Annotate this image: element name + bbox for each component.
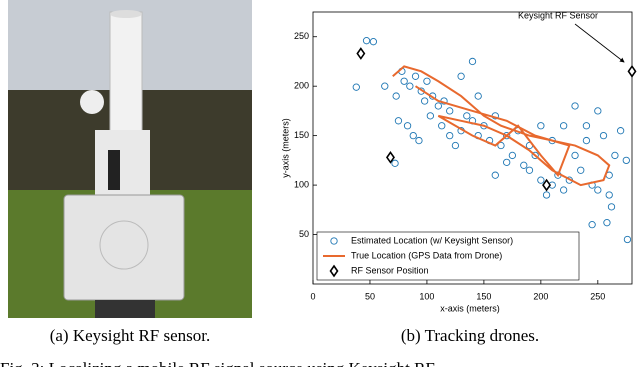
data-point bbox=[531, 151, 539, 160]
figure-caption: Fig. 3: Localizing a mobile RF signal so… bbox=[0, 359, 435, 367]
data-point bbox=[582, 136, 591, 145]
data-point bbox=[406, 82, 414, 90]
data-point bbox=[474, 92, 482, 100]
data-point bbox=[415, 136, 423, 145]
legend-marker bbox=[330, 237, 338, 245]
data-point bbox=[451, 141, 460, 150]
annotation: Keysight RF Sensor bbox=[518, 10, 598, 20]
data-point bbox=[391, 159, 399, 167]
sensor-marker bbox=[356, 47, 366, 60]
data-point bbox=[468, 57, 477, 66]
data-point bbox=[369, 38, 378, 46]
data-point bbox=[362, 37, 371, 45]
data-point bbox=[603, 219, 611, 227]
x-tick-label: 0 bbox=[310, 291, 315, 301]
data-point bbox=[588, 221, 596, 229]
data-point bbox=[599, 131, 608, 140]
data-point bbox=[491, 171, 499, 179]
data-point bbox=[423, 77, 431, 85]
data-point bbox=[508, 151, 517, 160]
data-point bbox=[616, 127, 625, 135]
data-point bbox=[403, 122, 412, 130]
y-tick-label: 150 bbox=[294, 130, 309, 140]
data-point bbox=[420, 97, 429, 105]
data-point bbox=[594, 186, 602, 194]
legend-label: RF Sensor Position bbox=[351, 265, 429, 275]
sensor-marker bbox=[385, 151, 395, 164]
data-point bbox=[571, 151, 579, 160]
data-point bbox=[409, 131, 417, 140]
x-tick-label: 150 bbox=[476, 291, 491, 301]
data-point bbox=[623, 235, 632, 244]
data-point bbox=[352, 83, 360, 91]
data-point bbox=[571, 102, 579, 110]
data-point bbox=[525, 166, 534, 174]
data-point bbox=[434, 102, 442, 110]
data-point bbox=[400, 77, 408, 85]
data-point bbox=[394, 117, 403, 125]
caption: (a) Keysight RF sensor. bbox=[50, 326, 211, 345]
sensor-marker bbox=[627, 64, 637, 78]
true-path bbox=[392, 65, 611, 187]
data-point bbox=[537, 122, 545, 130]
data-point bbox=[559, 122, 568, 130]
x-tick-label: 100 bbox=[419, 291, 434, 301]
y-tick-label: 50 bbox=[299, 229, 309, 239]
data-point bbox=[457, 72, 465, 80]
data-point bbox=[463, 112, 471, 120]
legend-label: Estimated Location (w/ Keysight Sensor) bbox=[351, 235, 513, 245]
data-point bbox=[542, 191, 551, 199]
annotation-arrow bbox=[574, 23, 625, 63]
data-point bbox=[537, 176, 545, 184]
data-point bbox=[426, 112, 434, 120]
legend-marker bbox=[329, 264, 339, 278]
data-point bbox=[503, 158, 511, 166]
x-tick-label: 200 bbox=[533, 291, 548, 301]
data-point bbox=[381, 82, 389, 90]
data-point bbox=[559, 186, 568, 194]
data-point bbox=[438, 122, 446, 130]
y-tick-label: 250 bbox=[294, 31, 309, 41]
caption: (b) Tracking drones. bbox=[401, 326, 539, 345]
data-point bbox=[497, 141, 505, 150]
legend-box bbox=[316, 231, 580, 281]
x-tick-label: 250 bbox=[590, 291, 605, 301]
data-point bbox=[446, 107, 454, 115]
y-tick-label: 100 bbox=[294, 179, 309, 189]
x-tick-label: 50 bbox=[365, 291, 375, 301]
data-point bbox=[607, 203, 616, 211]
data-point bbox=[582, 122, 591, 130]
data-point bbox=[520, 161, 528, 169]
sensor-marker bbox=[542, 178, 552, 192]
data-point bbox=[411, 72, 420, 80]
x-axis-label: x-axis (meters) bbox=[440, 303, 500, 313]
photo bbox=[8, 0, 252, 318]
data-point bbox=[622, 156, 630, 165]
y-tick-label: 200 bbox=[294, 81, 309, 91]
axes-frame bbox=[312, 11, 633, 285]
data-point bbox=[392, 92, 400, 100]
data-point bbox=[605, 191, 613, 199]
data-point bbox=[611, 151, 619, 160]
data-point bbox=[503, 131, 511, 140]
data-point bbox=[446, 131, 454, 140]
data-point bbox=[577, 166, 585, 174]
legend-label: True Location (GPS Data from Drone) bbox=[351, 250, 502, 260]
data-point bbox=[594, 107, 602, 115]
y-axis-label: y-axis (meters) bbox=[280, 118, 290, 178]
